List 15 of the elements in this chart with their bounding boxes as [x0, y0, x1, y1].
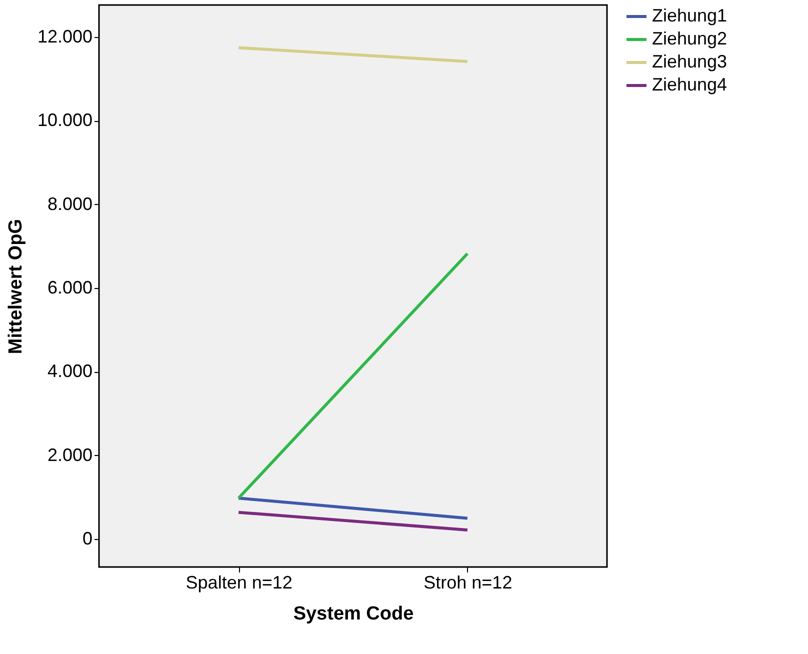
y-tick-label: 6.000 — [47, 277, 92, 298]
legend-label: Ziehung4 — [652, 74, 728, 94]
y-tick-label: 2.000 — [47, 444, 92, 465]
y-tick-label: 8.000 — [47, 194, 92, 214]
x-tick-label: Spalten n=12 — [186, 572, 292, 592]
x-axis-title: System Code — [293, 604, 414, 624]
y-tick-label: 4.000 — [47, 361, 92, 382]
legend-label: Ziehung2 — [652, 28, 728, 48]
legend-label: Ziehung1 — [652, 6, 728, 26]
legend-label: Ziehung3 — [652, 52, 728, 72]
y-tick-label: 10.000 — [37, 110, 92, 130]
y-axis-title: Mittelwert OpG — [5, 218, 26, 354]
y-tick-label: 0 — [82, 528, 92, 549]
y-tick-label: 12.000 — [37, 26, 92, 46]
x-tick-label: Stroh n=12 — [424, 572, 512, 592]
